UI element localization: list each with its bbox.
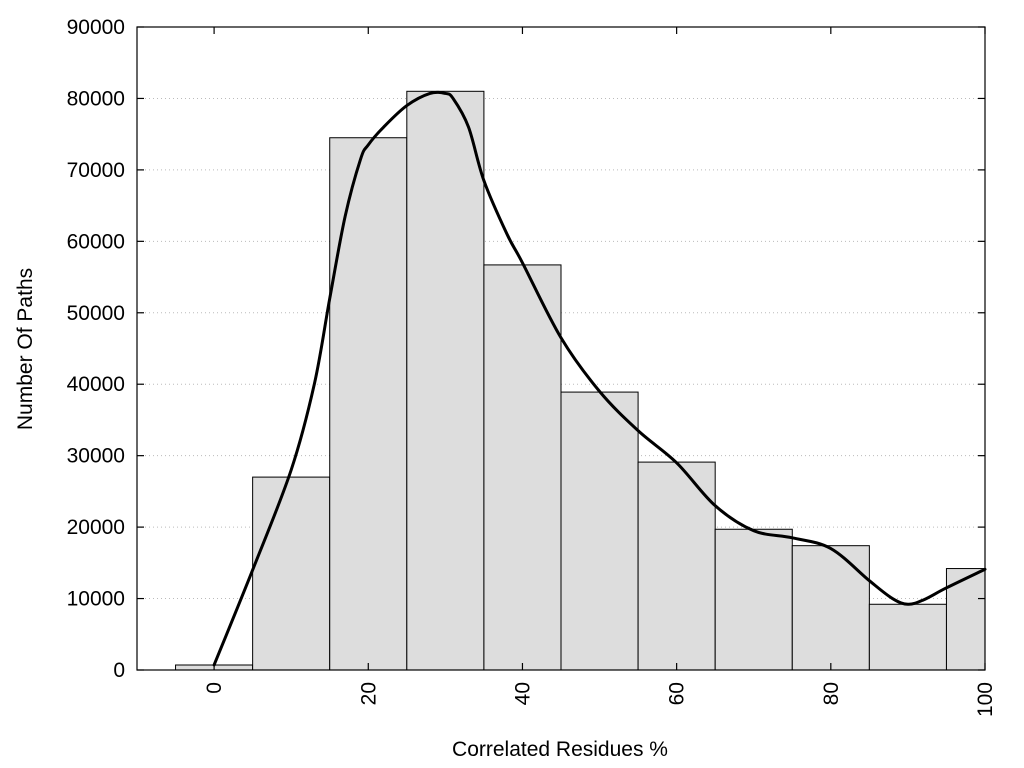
histogram-bar xyxy=(791,545,870,671)
x-tick-label: 40 xyxy=(511,682,534,705)
x-tick-label: 0 xyxy=(203,682,226,694)
y-tick-label: 10000 xyxy=(67,588,125,611)
density-curve xyxy=(212,90,987,667)
y-tick-label: 0 xyxy=(113,659,125,682)
bars-group xyxy=(175,90,986,671)
histogram-bar xyxy=(329,137,408,671)
x-axis-title: Correlated Residues % xyxy=(452,738,668,761)
x-tick-label: 100 xyxy=(974,682,997,717)
y-tick-label: 90000 xyxy=(67,16,125,39)
histogram-bar xyxy=(714,528,793,671)
histogram-bar xyxy=(637,461,716,671)
histogram-bar xyxy=(406,90,485,671)
y-tick-label: 80000 xyxy=(67,87,125,110)
y-tick-label: 70000 xyxy=(67,159,125,182)
x-tick-label: 20 xyxy=(357,682,380,705)
histogram-bar xyxy=(868,603,947,671)
x-tick-label: 80 xyxy=(820,682,843,705)
y-axis-title: Number Of Paths xyxy=(14,268,37,430)
y-tick-label: 50000 xyxy=(67,302,125,325)
histogram-bar xyxy=(252,476,331,671)
y-tick-label: 60000 xyxy=(67,230,125,253)
histogram-bar xyxy=(560,391,639,671)
y-axis-ticks: 0 10000 20000 30000 40000 50000 60000 70000 8000… xyxy=(67,16,985,682)
y-tick-label: 30000 xyxy=(67,445,125,468)
y-tick-label: 40000 xyxy=(67,373,125,396)
plot-area-frame xyxy=(136,26,986,671)
x-tick-label: 60 xyxy=(666,682,689,705)
y-tick-label: 20000 xyxy=(67,516,125,539)
histogram-bar xyxy=(483,264,562,671)
x-axis-ticks: 0 20 40 60 80 100 xyxy=(203,27,997,717)
